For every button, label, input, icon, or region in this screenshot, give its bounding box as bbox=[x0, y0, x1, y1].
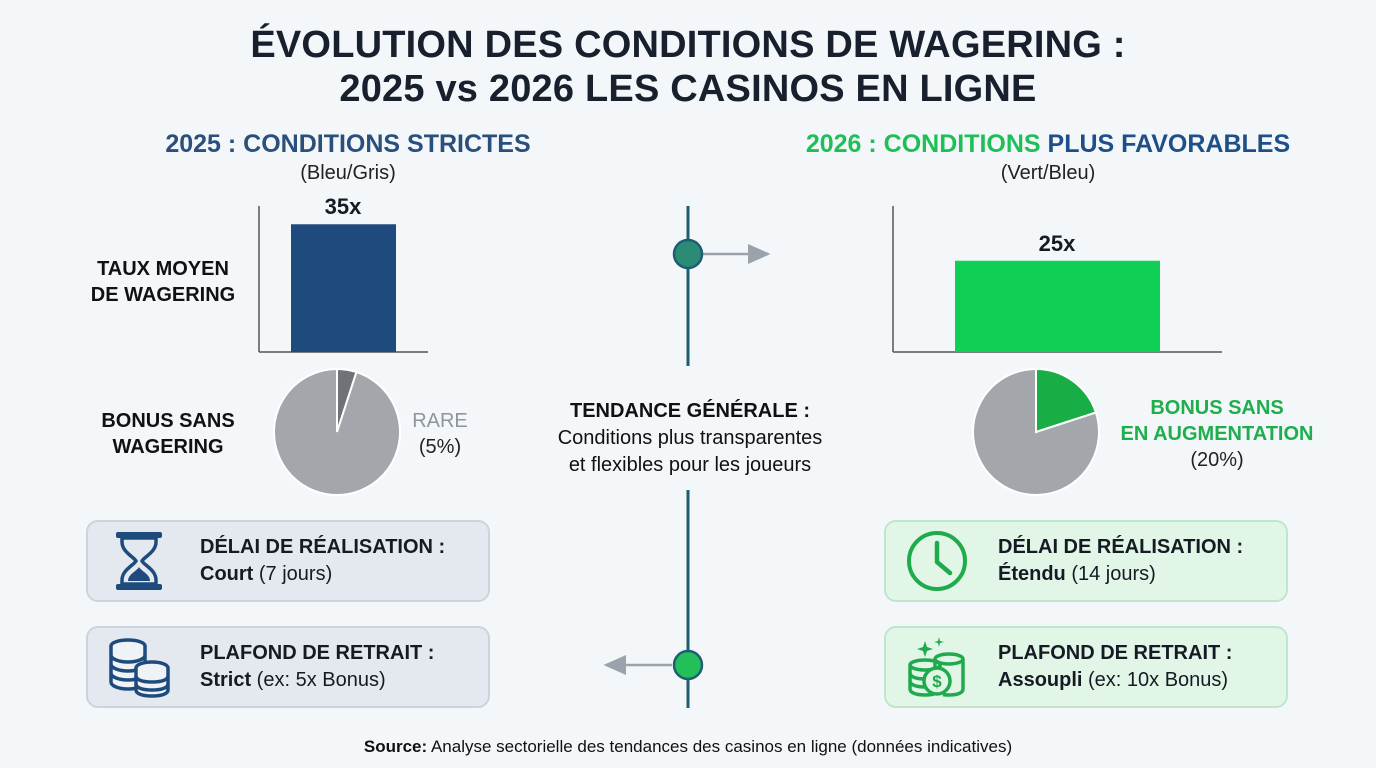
right-deadline-value: Étendu bbox=[998, 563, 1066, 585]
bar-2025-value-label: 35x bbox=[324, 194, 362, 220]
left-deadline-card: DÉLAI DE RÉALISATION : Court (7 jours) bbox=[86, 520, 490, 602]
right-deadline-text: DÉLAI DE RÉALISATION : Étendu (14 jours) bbox=[998, 534, 1243, 588]
bar-2026-value-label: 25x bbox=[1038, 230, 1076, 256]
svg-text:$: $ bbox=[932, 672, 942, 691]
wagering-row-label-line1: TAUX MOYEN bbox=[97, 258, 229, 280]
money-coins-icon: $ bbox=[902, 632, 972, 702]
left-subheading: (Bleu/Gris) bbox=[300, 162, 396, 184]
right-heading-part1: 2026 : CONDITIONS bbox=[805, 130, 1048, 158]
general-trend-line1: Conditions plus transparentes bbox=[557, 427, 823, 449]
clock-icon bbox=[902, 526, 972, 596]
right-deadline-detail: (14 jours) bbox=[1065, 563, 1156, 585]
timeline-dot-top bbox=[672, 238, 704, 270]
left-withdrawal-card: PLAFOND DE RETRAIT : Strict (ex: 5x Bonu… bbox=[86, 626, 490, 708]
left-withdrawal-text: PLAFOND DE RETRAIT : Strict (ex: 5x Bonu… bbox=[200, 640, 434, 694]
bar-2026 bbox=[955, 260, 1160, 352]
general-trend-line2: et flexibles pour les joueurs bbox=[568, 454, 812, 476]
right-subheading: (Vert/Bleu) bbox=[1000, 162, 1096, 184]
bonus-row-label: BONUS SANS WAGERING bbox=[78, 408, 258, 460]
left-heading: 2025 : CONDITIONS STRICTES bbox=[165, 130, 531, 158]
timeline-dot-bottom bbox=[672, 649, 704, 681]
page-title-line1: ÉVOLUTION DES CONDITIONS DE WAGERING : bbox=[250, 24, 1126, 66]
right-deadline-title: DÉLAI DE RÉALISATION : bbox=[998, 536, 1244, 558]
hourglass-icon bbox=[104, 526, 174, 596]
pie-2026-slice-rest bbox=[972, 367, 1101, 496]
left-withdrawal-title: PLAFOND DE RETRAIT : bbox=[200, 642, 435, 664]
right-heading-part2: PLUS FAVORABLES bbox=[1047, 130, 1291, 158]
right-deadline-card: DÉLAI DE RÉALISATION : Étendu (14 jours) bbox=[884, 520, 1288, 602]
right-withdrawal-value: Assoupli bbox=[998, 669, 1083, 691]
general-trend: TENDANCE GÉNÉRALE : Conditions plus tran… bbox=[520, 398, 860, 479]
pie-2026-label-line2: EN AUGMENTATION bbox=[1120, 423, 1314, 445]
general-trend-heading: TENDANCE GÉNÉRALE : bbox=[569, 400, 810, 422]
left-deadline-value: Court bbox=[200, 563, 254, 585]
pie-2025-slice-rest bbox=[273, 367, 401, 496]
right-withdrawal-card: $ PLAFOND DE RETRAIT : Assoupli (ex: 10x… bbox=[884, 626, 1288, 708]
pie-2025-label: RARE (5%) bbox=[392, 408, 488, 460]
source-text: Analyse sectorielle des tendances des ca… bbox=[427, 737, 1013, 756]
bonus-row-label-line1: BONUS SANS bbox=[101, 410, 235, 432]
center-timeline bbox=[603, 206, 771, 708]
pie-2026-slice-highlight bbox=[1035, 367, 1098, 434]
pie-2025-label-word: RARE bbox=[412, 410, 468, 432]
wagering-row-label-line2: DE WAGERING bbox=[90, 284, 236, 306]
right-withdrawal-title: PLAFOND DE RETRAIT : bbox=[998, 642, 1233, 664]
pie-2025 bbox=[273, 367, 401, 496]
left-withdrawal-detail: (ex: 5x Bonus) bbox=[251, 669, 386, 691]
coins-stack-icon bbox=[104, 632, 174, 702]
right-heading: 2026 : CONDITIONS PLUS FAVORABLES bbox=[748, 130, 1348, 159]
wagering-row-label: TAUX MOYEN DE WAGERING bbox=[70, 256, 256, 308]
bar-2025 bbox=[291, 224, 396, 352]
left-withdrawal-value: Strict bbox=[200, 669, 252, 691]
pie-2026 bbox=[972, 367, 1101, 496]
page-title-line2: 2025 vs 2026 LES CASINOS EN LIGNE bbox=[339, 68, 1037, 110]
right-withdrawal-detail: (ex: 10x Bonus) bbox=[1082, 669, 1229, 691]
bonus-row-label-line2: WAGERING bbox=[112, 436, 224, 458]
source-label: Source: bbox=[363, 737, 428, 756]
right-withdrawal-text: PLAFOND DE RETRAIT : Assoupli (ex: 10x B… bbox=[998, 640, 1232, 694]
source-note: Source: Analyse sectorielle des tendance… bbox=[0, 737, 1376, 757]
left-deadline-detail: (7 jours) bbox=[253, 563, 333, 585]
left-deadline-text: DÉLAI DE RÉALISATION : Court (7 jours) bbox=[200, 534, 445, 588]
pie-2026-label: BONUS SANS EN AUGMENTATION (20%) bbox=[1100, 395, 1334, 473]
pie-2025-label-pct: (5%) bbox=[418, 436, 462, 458]
pie-2026-label-line1: BONUS SANS bbox=[1150, 397, 1284, 419]
left-deadline-title: DÉLAI DE RÉALISATION : bbox=[200, 536, 446, 558]
pie-2026-label-pct: (20%) bbox=[1190, 449, 1244, 471]
